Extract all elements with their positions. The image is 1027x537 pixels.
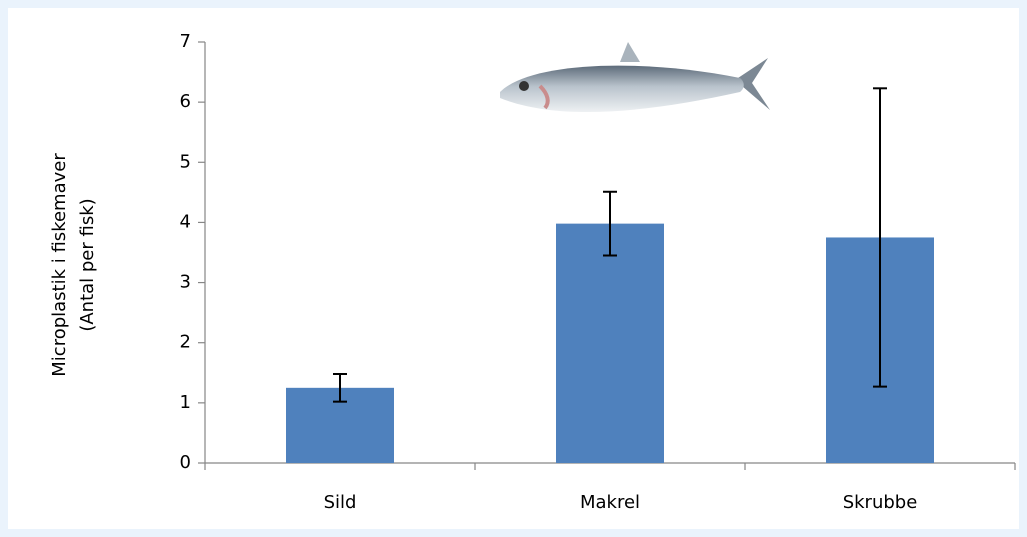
y-tick-label: 3 xyxy=(180,272,191,293)
y-tick-label: 6 xyxy=(180,91,191,112)
bar xyxy=(556,223,664,463)
y-tick-label: 4 xyxy=(180,211,191,232)
error-bar xyxy=(603,190,617,257)
y-tick-label: 1 xyxy=(180,392,191,413)
error-bar xyxy=(873,87,887,388)
y-tick-label: 2 xyxy=(180,332,191,353)
x-tick-label: Sild xyxy=(324,492,357,513)
y-tick-label: 0 xyxy=(180,452,191,473)
y-tick-label: 7 xyxy=(180,31,191,52)
y-tick-label: 5 xyxy=(180,151,191,172)
y-axis-label: Microplastik i fiskemaver xyxy=(49,153,70,377)
error-bar xyxy=(333,372,347,403)
x-tick-label: Makrel xyxy=(580,492,640,513)
fish-image xyxy=(500,42,770,113)
y-axis-label: (Antal per fisk) xyxy=(77,198,98,331)
x-tick-label: Skrubbe xyxy=(843,492,918,513)
